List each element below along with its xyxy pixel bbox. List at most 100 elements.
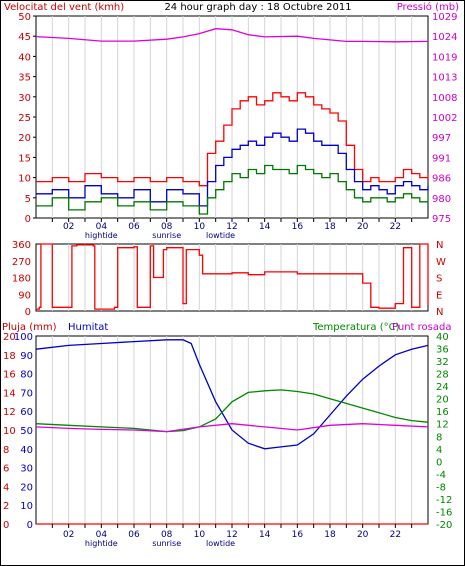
wind-x-tick-label: 16 — [292, 222, 304, 232]
wind-axis-title: Velocitat del vent (kmh) — [4, 2, 124, 13]
series-ratxaline — [36, 92, 429, 187]
rain-y-tick-label: 6 — [3, 464, 9, 475]
temp-x-tick-label: 06 — [128, 530, 140, 540]
wind-x-tick-label: 20 — [357, 222, 369, 232]
temperature-y-tick-label: 32 — [436, 357, 449, 368]
direction-y-tick-label: 90 — [18, 290, 31, 301]
temperature-axis-title: Temperatura (°C) — [312, 322, 400, 333]
wind-tide-label: sunrise — [152, 231, 181, 240]
temp-x-tick-label: 18 — [324, 530, 336, 540]
wind-y-tick-label: 0 — [25, 214, 31, 225]
wind-x-tick-label: 08 — [161, 222, 173, 232]
compass-tick-label: W — [436, 257, 446, 268]
wind-x-tick-label: 06 — [128, 222, 140, 232]
temp-x-tick-label: 04 — [96, 530, 108, 540]
series-vent-m-nimline — [36, 164, 429, 215]
rain-y-tick-label: 20 — [3, 332, 16, 343]
direction-y-tick-label: 360 — [12, 240, 31, 251]
temperature-y-tick-label: 28 — [436, 370, 449, 381]
temperature-y-tick-label: 36 — [436, 345, 449, 356]
rain-y-tick-label: 14 — [3, 388, 16, 399]
series-punt-rosadaline — [35, 423, 429, 433]
pressure-y-tick-label: 1002 — [432, 113, 457, 124]
wind-y-tick-label: 5 — [25, 194, 31, 205]
pressure-y-tick-label: 975 — [432, 214, 451, 225]
temp-x-tick-label: 08 — [161, 530, 173, 540]
series-vent-mitj-line — [36, 128, 429, 207]
temperature-y-tick-label: 40 — [436, 332, 449, 343]
rain-y-tick-label: 2 — [3, 501, 9, 512]
temp-x-tick-label: 16 — [292, 530, 304, 540]
humidity-axis-title: Humitat — [68, 322, 108, 333]
pressure-y-tick-label: 997 — [432, 133, 451, 144]
humidity-y-tick-label: 70 — [20, 388, 33, 399]
wind-tide-label: lowtide — [206, 231, 235, 240]
temp-x-tick-label: 22 — [390, 530, 401, 540]
wind-y-tick-label: 45 — [18, 32, 31, 43]
temp-x-tick-label: 20 — [357, 530, 369, 540]
wind-y-tick-label: 40 — [18, 52, 31, 63]
humidity-y-tick-label: 90 — [20, 351, 33, 362]
temp-tide-label: lowtide — [206, 539, 235, 548]
temperature-y-tick-label: -8 — [436, 482, 446, 493]
pressure-axis-title: Pressió (mb) — [397, 1, 459, 13]
pressure-y-tick-label: 1029 — [432, 12, 457, 23]
humidity-y-tick-label: 50 — [20, 426, 33, 437]
temperature-y-tick-label: 12 — [436, 420, 449, 431]
wind-y-tick-label: 15 — [18, 153, 31, 164]
rain-y-tick-label: 12 — [3, 407, 16, 418]
pressure-y-tick-label: 986 — [432, 174, 451, 185]
temp-x-tick-label: 12 — [226, 530, 237, 540]
temperature-y-tick-label: 16 — [436, 407, 449, 418]
temperature-y-tick-label: -4 — [436, 470, 446, 481]
temperature-y-tick-label: 8 — [436, 432, 442, 443]
humidity-y-tick-label: 10 — [20, 501, 33, 512]
compass-tick-label: N — [436, 240, 443, 251]
pressure-y-tick-label: 1013 — [432, 73, 457, 84]
dewpoint-axis-title: Punt rosada — [392, 322, 451, 333]
temp-tide-label: sunrise — [152, 539, 181, 548]
humidity-y-tick-label: 60 — [20, 407, 33, 418]
wind-x-tick-label: 12 — [226, 222, 237, 232]
rain-axis-title: Pluja (mm) — [2, 322, 57, 333]
rain-y-tick-label: 16 — [3, 370, 16, 381]
series-wind-direction-line — [36, 243, 429, 310]
temperature-y-tick-label: 4 — [436, 445, 442, 456]
temp-x-tick-label: 02 — [63, 530, 74, 540]
rain-y-tick-label: 4 — [3, 482, 9, 493]
wind-x-tick-label: 02 — [63, 222, 74, 232]
humidity-y-tick-label: 80 — [20, 370, 33, 381]
pressure-y-tick-label: 1019 — [432, 52, 457, 63]
humidity-y-tick-label: 100 — [14, 332, 33, 343]
humidity-y-tick-label: 0 — [27, 520, 33, 531]
temperature-y-tick-label: 20 — [436, 395, 449, 406]
pressure-y-tick-label: 980 — [432, 194, 451, 205]
temperature-y-tick-label: -16 — [436, 507, 452, 518]
wind-y-tick-label: 30 — [18, 93, 31, 104]
wind-x-tick-label: 22 — [390, 222, 401, 232]
humidity-y-tick-label: 30 — [20, 464, 33, 475]
wind-x-tick-label: 10 — [194, 222, 206, 232]
pressure-y-tick-label: 1008 — [432, 93, 457, 104]
compass-tick-label: N — [436, 307, 443, 318]
wind-y-tick-label: 50 — [18, 12, 31, 23]
wind-tide-label: hightide — [85, 231, 118, 240]
wind-x-tick-label: 18 — [324, 222, 336, 232]
compass-tick-label: E — [436, 290, 442, 301]
rain-y-tick-label: 8 — [3, 445, 9, 456]
wind-y-tick-label: 35 — [18, 73, 31, 84]
series-pressi-line — [35, 28, 429, 43]
temperature-y-tick-label: 24 — [436, 382, 449, 393]
pressure-y-tick-label: 1024 — [432, 32, 457, 43]
humidity-y-tick-label: 40 — [20, 445, 33, 456]
wind-y-tick-label: 25 — [18, 113, 31, 124]
wind-x-tick-label: 04 — [96, 222, 108, 232]
temp-tide-label: hightide — [85, 539, 118, 548]
temp-x-tick-label: 14 — [259, 530, 271, 540]
humidity-y-tick-label: 20 — [20, 482, 33, 493]
wind-y-tick-label: 10 — [18, 174, 31, 185]
direction-y-tick-label: 0 — [25, 307, 31, 318]
rain-y-tick-label: 10 — [3, 426, 16, 437]
wind-y-tick-label: 20 — [18, 133, 31, 144]
series-humitatline — [35, 339, 429, 450]
